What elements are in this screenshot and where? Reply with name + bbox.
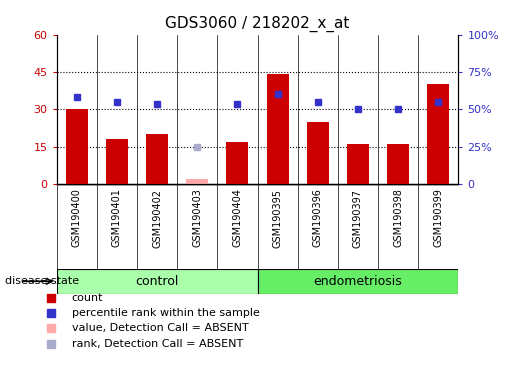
Text: endometriosis: endometriosis [314,275,402,288]
Text: rank, Detection Call = ABSENT: rank, Detection Call = ABSENT [72,339,243,349]
Bar [347,144,369,184]
Text: GSM190403: GSM190403 [192,189,202,247]
Text: control: control [135,275,179,288]
Bar [427,84,449,184]
Bar [146,134,168,184]
Text: GSM190397: GSM190397 [353,189,363,248]
Text: GSM190398: GSM190398 [393,189,403,247]
Bar [57,269,258,294]
Bar [186,179,208,184]
Text: GSM190404: GSM190404 [232,189,243,247]
Text: GSM190402: GSM190402 [152,189,162,248]
Text: GSM190400: GSM190400 [72,189,82,247]
Text: GSM190396: GSM190396 [313,189,323,247]
Text: GSM190399: GSM190399 [433,189,443,247]
Text: disease state: disease state [5,276,79,286]
Title: GDS3060 / 218202_x_at: GDS3060 / 218202_x_at [165,16,350,32]
Bar [186,179,208,184]
Bar [227,142,248,184]
Text: value, Detection Call = ABSENT: value, Detection Call = ABSENT [72,323,248,333]
Text: GSM190395: GSM190395 [272,189,283,248]
Bar [307,122,329,184]
Text: count: count [72,293,103,303]
Bar [66,109,88,184]
Text: GSM190401: GSM190401 [112,189,122,247]
Bar [387,144,409,184]
Text: percentile rank within the sample: percentile rank within the sample [72,308,260,318]
Bar [106,139,128,184]
Bar [258,269,458,294]
Bar [267,74,288,184]
